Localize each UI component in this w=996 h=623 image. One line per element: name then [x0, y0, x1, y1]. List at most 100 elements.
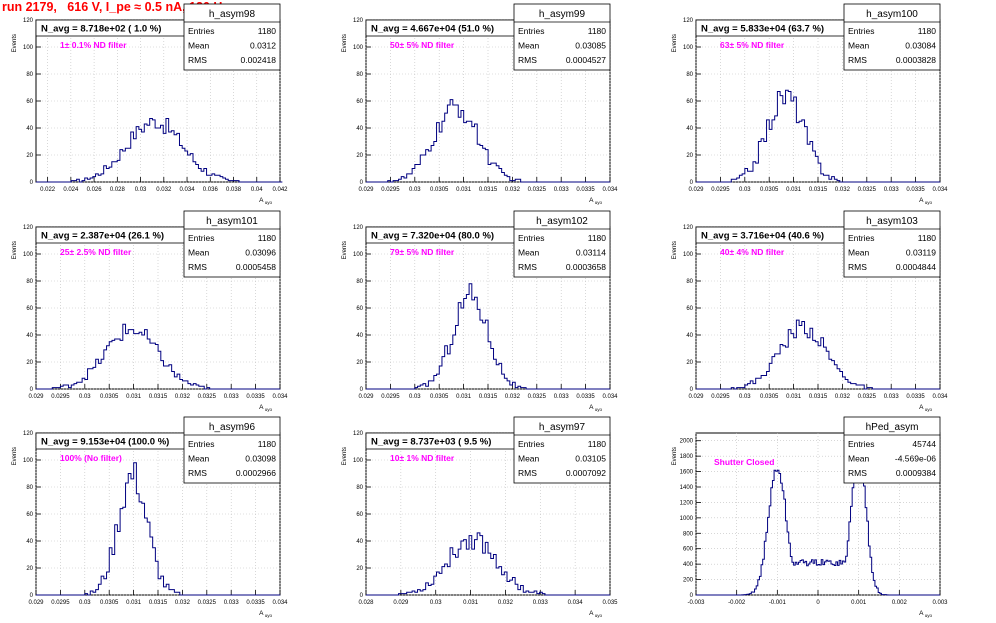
x-axis-label: A uyo	[259, 610, 272, 618]
stats-label: RMS	[848, 262, 867, 272]
y-tick-label: 80	[26, 485, 33, 491]
stats-label: RMS	[188, 262, 207, 272]
filter-label: 50± 5% ND filter	[390, 40, 455, 50]
stats-value: -4.569e-06	[895, 454, 936, 464]
y-axis-label: Events	[672, 241, 678, 259]
histogram-line	[696, 89, 941, 183]
stats-value: 0.03096	[245, 248, 276, 258]
histogram-name: hPed_asym	[866, 422, 919, 433]
stats-box	[843, 210, 941, 278]
stats-label: Mean	[518, 41, 540, 51]
x-tick-label: 0.0325	[198, 600, 217, 606]
y-tick-label: 100	[683, 45, 694, 51]
histogram-line	[696, 319, 941, 390]
histogram-line	[366, 283, 611, 390]
stats-box	[183, 210, 281, 278]
x-tick-label: 0.034	[272, 394, 288, 400]
x-tick-label: 0.0295	[51, 600, 70, 606]
histogram-h_asym98: 0.022 0.024 0.026 0.028 0.03 0.032 0.034 0.036 0…	[12, 3, 288, 205]
x-tick-label: 0.0295	[711, 394, 730, 400]
x-tick-label: 0.04	[251, 187, 263, 193]
stats-label: Entries	[188, 26, 214, 36]
y-axis-label: Events	[672, 447, 678, 465]
x-tick-label: 0.032	[505, 187, 521, 193]
navg-label: N_avg = 8.718e+02 ( 1.0 %)	[41, 24, 161, 35]
y-tick-label: 60	[356, 306, 363, 312]
stats-label: RMS	[848, 55, 867, 65]
stats-label: Entries	[848, 233, 874, 243]
x-tick-label: 0.03	[430, 600, 442, 606]
x-tick-label: -0.003	[687, 600, 705, 606]
y-tick-label: 60	[26, 99, 33, 105]
histogram-name: h_asym101	[206, 216, 258, 227]
x-tick-label: 0.033	[533, 600, 549, 606]
x-tick-label: 0.031	[786, 187, 802, 193]
histogram-h_asym103: 0.029 0.0295 0.03 0.0305 0.031 0.0315 0.032 0.0…	[672, 210, 948, 412]
x-tick-label: 0.031	[126, 600, 142, 606]
y-tick-label: 0	[690, 593, 694, 599]
x-tick-label: 0.026	[87, 187, 103, 193]
x-tick-label: 0.032	[498, 600, 514, 606]
filter-label: 25± 2.5% ND filter	[60, 247, 132, 257]
y-axis-label: Events	[342, 241, 348, 259]
y-tick-label: 20	[686, 153, 693, 159]
x-tick-label: 0.038	[226, 187, 242, 193]
stats-label: Entries	[188, 233, 214, 243]
y-tick-label: 40	[686, 333, 693, 339]
y-tick-label: 20	[26, 566, 33, 572]
x-tick-label: 0.033	[224, 394, 240, 400]
x-tick-label: 0.0335	[906, 187, 925, 193]
stats-label: Mean	[848, 41, 870, 51]
y-tick-label: 1400	[680, 485, 694, 491]
stats-box	[183, 416, 281, 484]
x-tick-label: 0.03	[135, 187, 147, 193]
x-tick-label: 0.0335	[576, 394, 595, 400]
x-tick-label: 0.033	[884, 394, 900, 400]
stats-label: RMS	[518, 468, 537, 478]
filter-label: 79± 5% ND filter	[390, 247, 455, 257]
y-tick-label: 100	[353, 45, 364, 51]
x-tick-label: 0.034	[568, 600, 584, 606]
y-tick-label: 800	[683, 531, 694, 537]
stats-value: 45744	[912, 439, 936, 449]
stats-label: RMS	[848, 468, 867, 478]
x-tick-label: 0.0305	[430, 394, 449, 400]
x-tick-label: 0.003	[932, 600, 948, 606]
x-axis-label: A uyo	[259, 404, 272, 412]
x-tick-label: 0.0305	[760, 187, 779, 193]
stats-value: 0.0004527	[566, 55, 606, 65]
histogram-name: h_asym103	[866, 216, 918, 227]
y-tick-label: 0	[30, 387, 34, 393]
x-axis-label: A uyo	[589, 197, 602, 205]
x-tick-label: 0.002	[892, 600, 908, 606]
x-tick-label: 0.036	[203, 187, 219, 193]
stats-label: Entries	[848, 26, 874, 36]
x-tick-label: 0.034	[602, 394, 618, 400]
y-tick-label: 40	[356, 333, 363, 339]
y-tick-label: 20	[26, 360, 33, 366]
x-tick-label: 0.0315	[149, 600, 168, 606]
x-tick-label: 0.032	[175, 600, 191, 606]
y-axis-label: Events	[672, 34, 678, 52]
histogram-name: h_asym102	[536, 216, 588, 227]
y-tick-label: 40	[26, 333, 33, 339]
x-tick-label: 0.032	[156, 187, 172, 193]
stats-value: 1180	[258, 439, 277, 449]
x-tick-label: 0.031	[786, 394, 802, 400]
stats-box	[183, 3, 281, 71]
x-tick-label: 0.0335	[246, 394, 265, 400]
stats-label: Entries	[848, 439, 874, 449]
filter-label: Shutter Closed	[714, 457, 774, 467]
x-tick-label: 0.029	[358, 394, 374, 400]
stats-label: RMS	[518, 262, 537, 272]
stats-label: RMS	[518, 55, 537, 65]
x-axis-label: A uyo	[589, 404, 602, 412]
navg-label: N_avg = 5.833e+04 (63.7 %)	[701, 24, 824, 35]
histogram-name: h_asym97	[539, 422, 586, 433]
x-tick-label: 0.029	[688, 187, 704, 193]
y-tick-label: 120	[353, 18, 364, 24]
y-tick-label: 60	[686, 99, 693, 105]
x-tick-label: 0.0295	[381, 187, 400, 193]
stats-label: Mean	[518, 454, 540, 464]
x-tick-label: 0.0315	[479, 187, 498, 193]
